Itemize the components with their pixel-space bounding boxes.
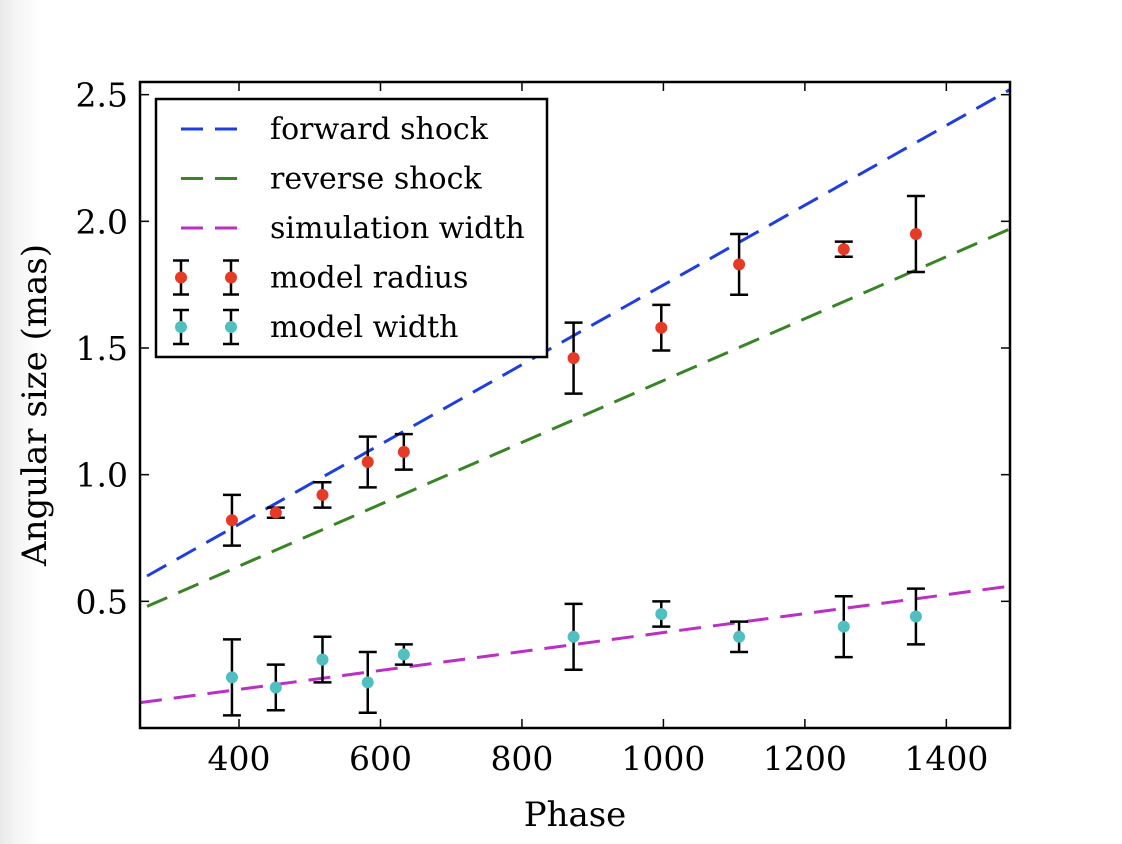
- legend-marker-1-1: [225, 321, 237, 333]
- legend-marker-1-0: [175, 321, 187, 333]
- plot-frame: [138, 80, 1012, 730]
- data-point-1-4: [397, 648, 410, 661]
- y-tick-label-3: 2.0: [76, 202, 128, 241]
- data-point-1-3: [361, 676, 374, 689]
- y-tick-label-4: 2.5: [76, 76, 128, 115]
- data-point-1-5: [567, 630, 580, 643]
- series-line-0: [146, 88, 1010, 578]
- legend-marker-0-1: [225, 271, 237, 284]
- series-line-1: [146, 227, 1010, 608]
- data-point-1-2: [316, 653, 329, 666]
- data-point-0-4: [397, 445, 410, 458]
- x-tick-label-5: 1400: [904, 739, 988, 778]
- legend-label-2: simulation width: [270, 211, 525, 246]
- legend: forward shock reverse shock simulation wid…: [154, 97, 549, 359]
- plot-lines: [140, 88, 1010, 705]
- x-axis-label: Phase: [524, 795, 627, 835]
- x-axis-ticks: 400 600 800 1000 1200 1400: [208, 82, 988, 778]
- legend-label-0: forward shock: [270, 112, 489, 147]
- y-axis-ticks: 0.5 1.0 1.5 2.0 2.5: [76, 76, 1010, 621]
- data-point-1-0: [225, 671, 238, 684]
- legend-label-1: reverse shock: [270, 162, 482, 197]
- plot-errorbars: [222, 194, 925, 717]
- data-point-0-6: [655, 321, 668, 334]
- x-tick-label-3: 1000: [621, 739, 705, 778]
- page-edge-shadow: [0, 0, 42, 844]
- data-point-0-5: [567, 352, 580, 365]
- data-point-1-9: [909, 610, 922, 623]
- data-point-1-6: [655, 608, 668, 620]
- data-point-1-1: [269, 681, 282, 694]
- x-tick-label-2: 800: [490, 739, 553, 778]
- legend-marker-0-0: [175, 271, 187, 284]
- data-point-0-8: [837, 243, 850, 256]
- data-point-0-2: [316, 488, 329, 501]
- data-point-1-7: [733, 630, 746, 643]
- plot-border: [138, 80, 1012, 730]
- data-point-1-8: [837, 620, 850, 633]
- legend-label-series-1: model width: [270, 310, 458, 345]
- data-point-0-7: [733, 258, 746, 271]
- y-tick-label-2: 1.5: [76, 329, 128, 368]
- data-point-0-0: [225, 514, 238, 527]
- x-tick-label-4: 1200: [763, 739, 847, 778]
- series-line-2: [140, 584, 1010, 705]
- y-tick-label-1: 1.0: [76, 456, 128, 495]
- y-tick-label-0: 0.5: [76, 582, 128, 621]
- legend-label-series-0: model radius: [270, 261, 468, 296]
- x-tick-label-0: 400: [208, 739, 271, 778]
- data-point-0-9: [909, 228, 922, 240]
- data-point-0-1: [269, 506, 282, 519]
- data-point-0-3: [361, 456, 374, 468]
- y-axis-label: Angular size (mas): [15, 244, 55, 567]
- x-tick-label-1: 600: [349, 739, 412, 778]
